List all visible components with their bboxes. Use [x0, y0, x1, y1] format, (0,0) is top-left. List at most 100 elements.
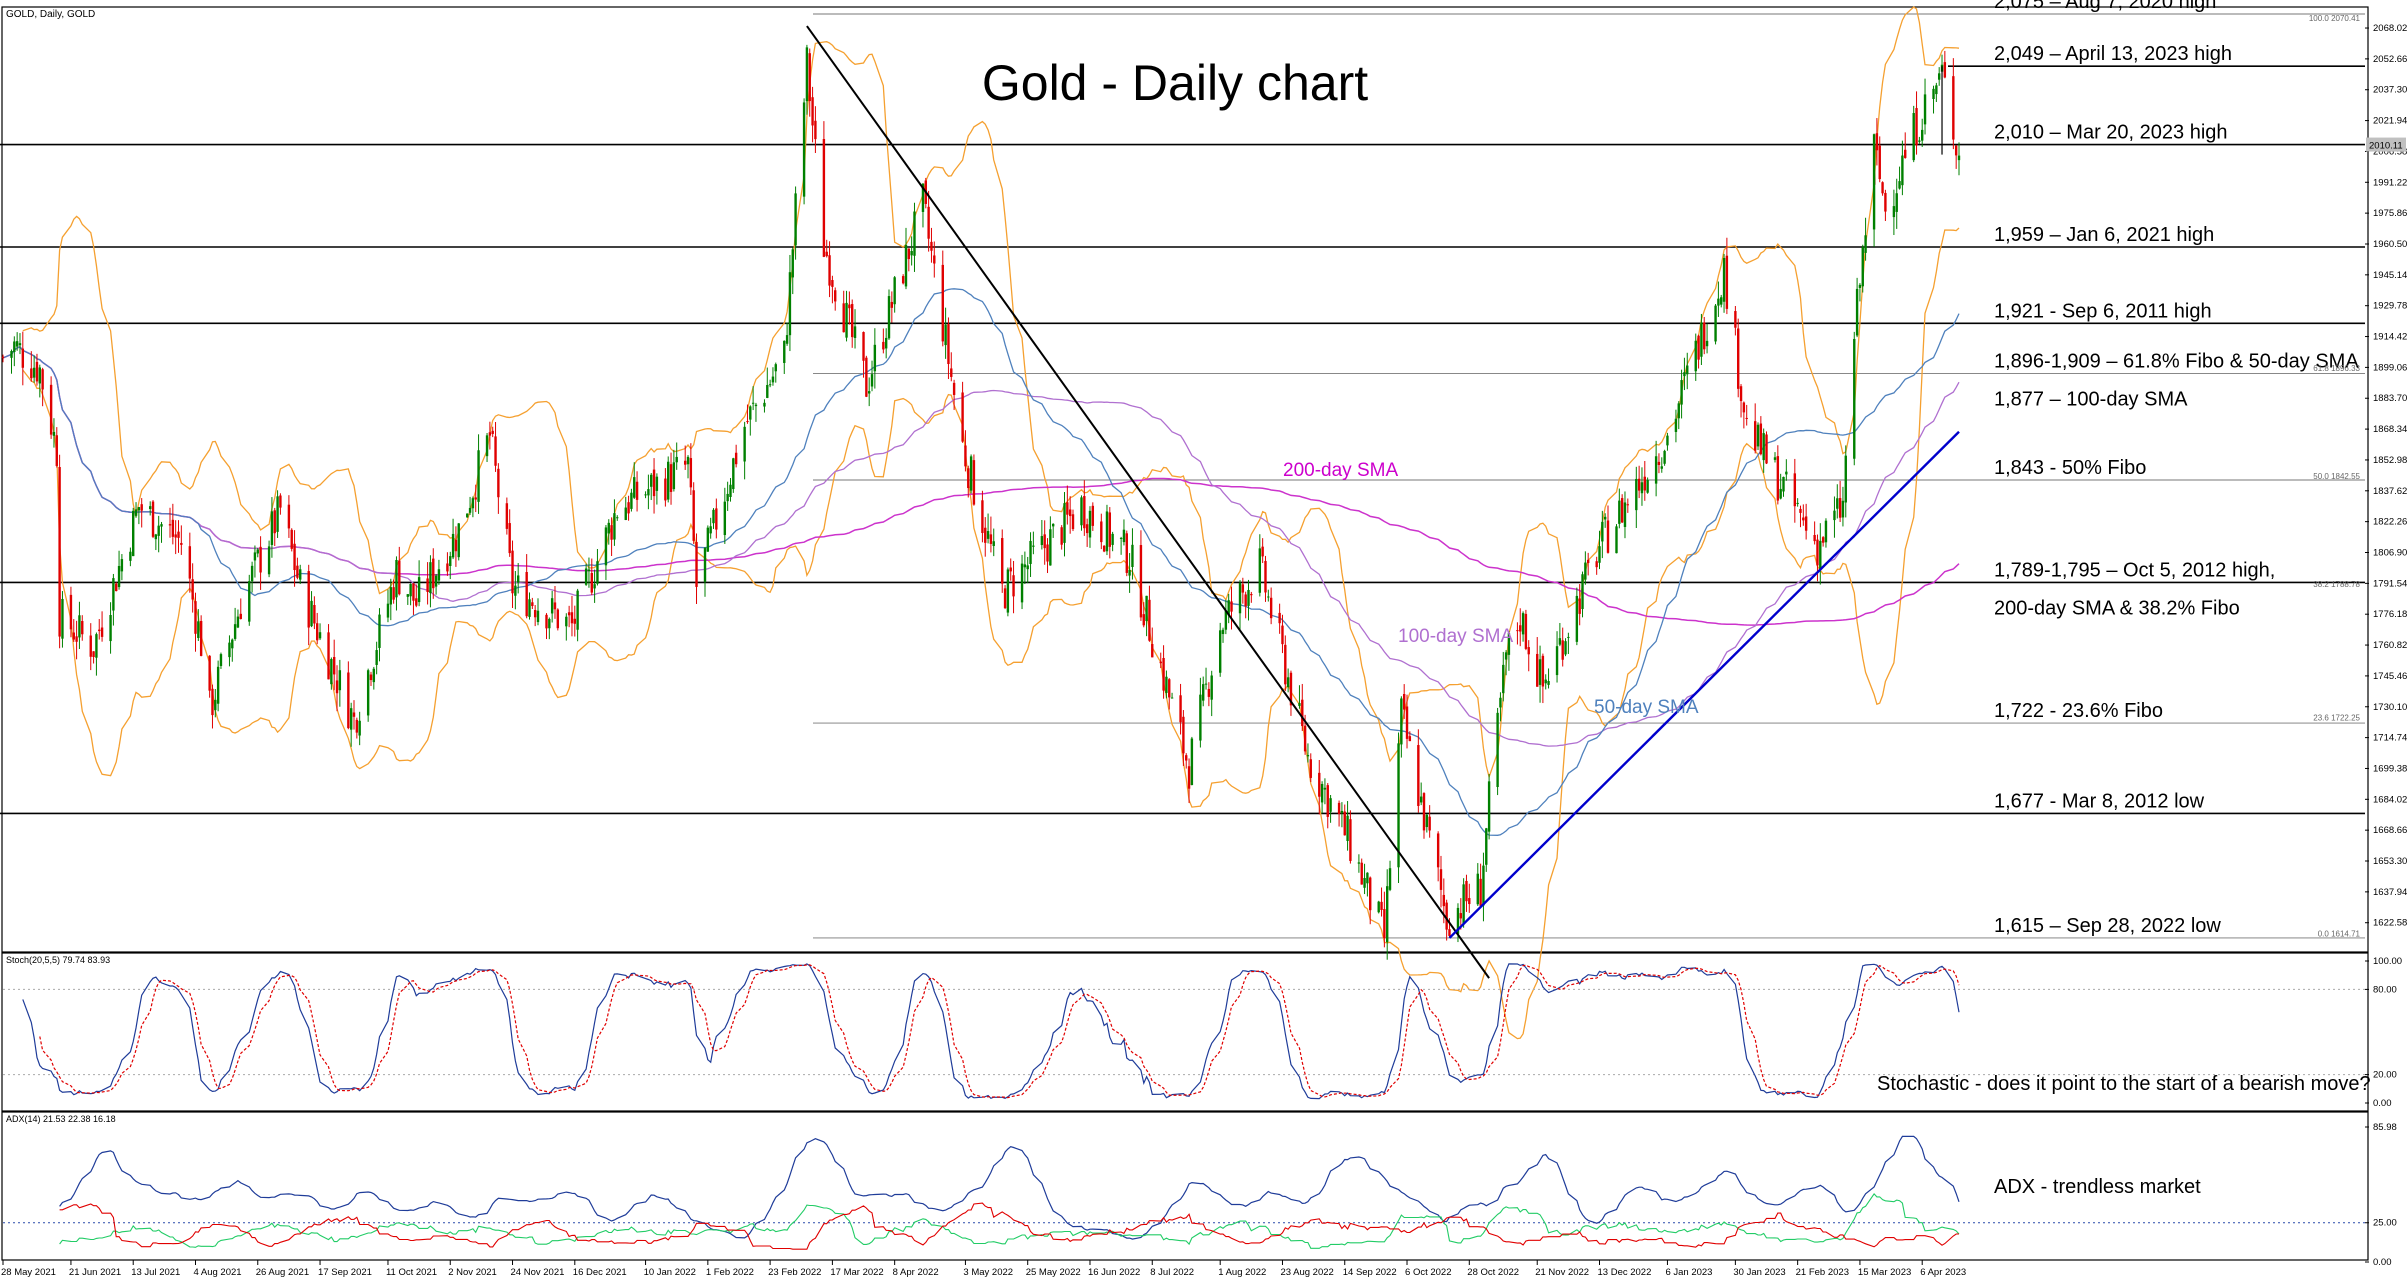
candle-body: [1043, 534, 1046, 549]
candle-body: [1853, 338, 1856, 459]
candle-body: [590, 573, 593, 593]
candle-body: [1012, 575, 1015, 597]
candle-body: [930, 241, 933, 251]
candle-body: [1499, 697, 1502, 708]
candle-body: [989, 534, 993, 544]
price-panel-frame: [1, 6, 2369, 953]
candle-body: [1210, 675, 1213, 700]
candle-body: [491, 430, 494, 434]
candle-body: [1759, 423, 1763, 455]
candle-body: [211, 688, 214, 716]
candle-body: [788, 272, 792, 336]
candle-body: [1504, 652, 1508, 660]
candle-body: [650, 474, 653, 487]
candle-body: [901, 276, 905, 284]
candle-body: [1170, 697, 1174, 699]
candle-body: [1697, 335, 1700, 360]
stoch-y-label: 0.00: [2373, 1098, 2392, 1109]
chart-title: Gold - Daily chart: [982, 55, 1368, 111]
candle-body: [726, 493, 729, 502]
candle-body: [1623, 502, 1627, 527]
candle-body: [1422, 793, 1426, 831]
x-tick-label: 23 Aug 2022: [1280, 1267, 1333, 1278]
candle-body: [154, 534, 158, 540]
candle-body: [219, 654, 223, 666]
candle-body: [129, 551, 132, 561]
candle-body: [409, 583, 412, 597]
y-tick-label: 1730.10: [2373, 702, 2407, 713]
candle-body: [1793, 473, 1797, 507]
candle-body: [137, 507, 141, 511]
candle-body: [372, 668, 376, 683]
candle-body: [1595, 561, 1598, 568]
sma-50-label: 50-day SMA: [1594, 697, 1699, 718]
candle-body: [1397, 743, 1400, 868]
candle-body: [310, 600, 313, 627]
candle-body: [1717, 298, 1720, 306]
candle-body: [1436, 833, 1440, 868]
candle-body: [38, 367, 41, 384]
candle-body: [1714, 305, 1717, 342]
candle-body: [961, 392, 964, 442]
candle-body: [494, 436, 497, 466]
x-tick-label: 25 May 2022: [1026, 1267, 1081, 1278]
candle-body: [947, 324, 950, 365]
candle-body: [1838, 498, 1842, 518]
candle-body: [231, 639, 234, 649]
candle-body: [1346, 815, 1349, 841]
candle-body: [466, 513, 469, 518]
candle-body: [1507, 632, 1511, 655]
candle-body: [1884, 192, 1887, 212]
candle-body: [35, 361, 39, 382]
candle-body: [13, 341, 16, 353]
candle-body: [630, 492, 633, 509]
candle-body: [1162, 657, 1165, 691]
candle-body: [228, 642, 231, 658]
candle-body: [1921, 129, 1924, 141]
candle-body: [1001, 538, 1004, 584]
candle-body: [1068, 509, 1072, 517]
candle-body: [1051, 523, 1055, 527]
candle-body: [1230, 601, 1233, 612]
fibo-label: 100.0 2070.41: [2309, 14, 2361, 23]
y-tick-label: 1899.06: [2373, 362, 2407, 373]
candle-body: [1898, 181, 1901, 189]
candle-body: [1677, 403, 1680, 419]
candle-body: [1108, 512, 1111, 547]
candle-body: [1139, 545, 1143, 618]
candle-body: [536, 610, 540, 623]
y-tick-label: 2068.02: [2373, 23, 2407, 34]
candle-body: [1032, 545, 1035, 547]
plus-di-line: [59, 1193, 1960, 1249]
candle-body: [1705, 340, 1709, 347]
stoch-k-line: [22, 963, 1960, 1100]
candle-body: [347, 672, 350, 729]
candle-body: [904, 244, 908, 287]
candle-body: [1119, 537, 1123, 539]
level-label: 1,921 - Sep 6, 2011 high: [1994, 300, 2212, 322]
candle-body: [497, 468, 500, 498]
candle-body: [1527, 647, 1530, 655]
candle-body: [386, 603, 390, 618]
candle-body: [505, 503, 509, 529]
candle-body: [378, 614, 381, 648]
x-tick-label: 26 Aug 2021: [256, 1267, 309, 1278]
candle-body: [1428, 816, 1431, 831]
y-tick-label: 1929.78: [2373, 301, 2407, 312]
x-tick-label: 16 Jun 2022: [1088, 1267, 1140, 1278]
candle-body: [1892, 206, 1896, 218]
candle-body: [1937, 73, 1941, 80]
candle-body: [1366, 872, 1369, 884]
x-tick-label: 3 May 2022: [963, 1267, 1013, 1278]
candle-body: [468, 507, 472, 513]
y-tick-label: 1637.94: [2373, 887, 2407, 898]
candle-body: [514, 585, 517, 596]
candle-body: [78, 615, 81, 638]
y-tick-label: 1837.62: [2373, 486, 2407, 497]
candle-body: [1904, 149, 1907, 158]
candle-body: [1046, 544, 1049, 562]
candle-body: [1267, 596, 1270, 598]
candle-body: [783, 340, 786, 363]
candle-body: [366, 670, 370, 716]
candle-body: [112, 578, 115, 611]
